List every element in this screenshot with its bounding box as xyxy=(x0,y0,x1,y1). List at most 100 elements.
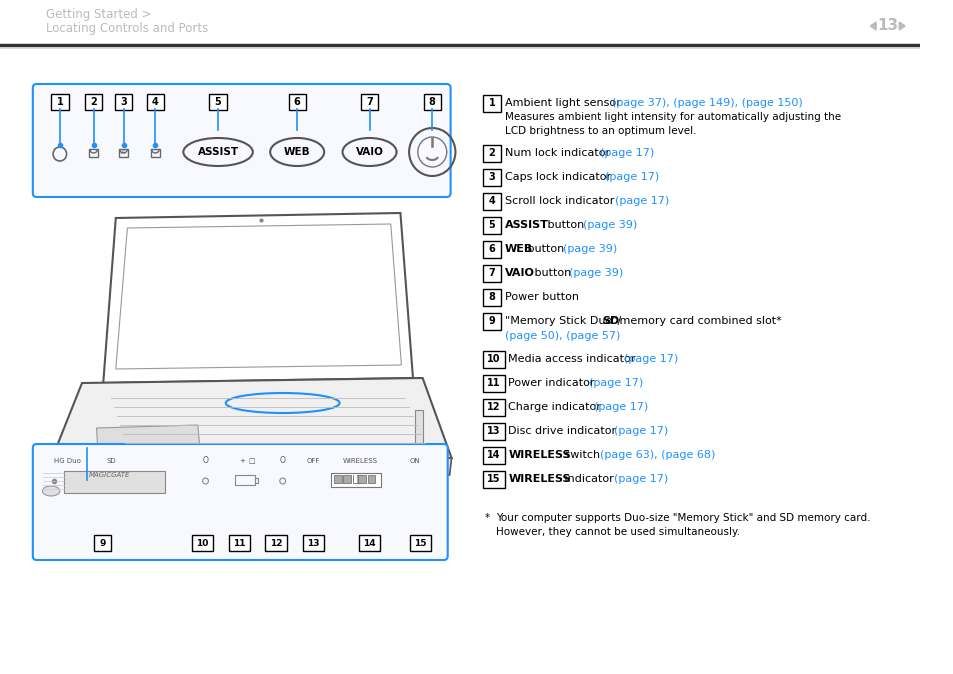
Text: However, they cannot be used simultaneously.: However, they cannot be used simultaneou… xyxy=(496,527,740,537)
Text: (page 17): (page 17) xyxy=(604,172,659,182)
Text: (page 17): (page 17) xyxy=(614,474,668,484)
FancyBboxPatch shape xyxy=(147,94,164,110)
Text: 1: 1 xyxy=(56,97,63,107)
Bar xyxy=(118,149,129,157)
Bar xyxy=(343,475,351,483)
Text: 13: 13 xyxy=(876,18,898,34)
Text: "Memory Stick Duo"/: "Memory Stick Duo"/ xyxy=(504,316,620,326)
Polygon shape xyxy=(899,22,904,30)
Text: (page 17): (page 17) xyxy=(613,426,667,436)
Text: ON: ON xyxy=(409,458,419,464)
Text: 12: 12 xyxy=(487,402,500,412)
Text: WEB: WEB xyxy=(504,244,533,254)
FancyBboxPatch shape xyxy=(482,216,500,233)
FancyBboxPatch shape xyxy=(482,288,500,305)
Text: VAIO: VAIO xyxy=(504,268,534,278)
FancyBboxPatch shape xyxy=(265,535,286,551)
Text: (page 17): (page 17) xyxy=(588,378,642,388)
Text: (page 39): (page 39) xyxy=(569,268,623,278)
Text: A: A xyxy=(121,150,126,156)
FancyBboxPatch shape xyxy=(209,94,227,110)
Text: 4: 4 xyxy=(152,97,158,107)
Text: Charge indicator: Charge indicator xyxy=(508,402,604,412)
FancyBboxPatch shape xyxy=(482,193,500,210)
FancyBboxPatch shape xyxy=(93,535,111,551)
Polygon shape xyxy=(869,22,875,30)
Text: *: * xyxy=(484,513,489,523)
Text: indicator: indicator xyxy=(560,474,617,484)
Text: 5: 5 xyxy=(214,97,221,107)
Bar xyxy=(51,466,193,478)
FancyBboxPatch shape xyxy=(288,94,306,110)
Text: (page 50), (page 57): (page 50), (page 57) xyxy=(504,331,619,341)
FancyBboxPatch shape xyxy=(482,168,500,185)
Text: SD: SD xyxy=(106,458,115,464)
FancyBboxPatch shape xyxy=(32,444,447,560)
Text: ASSIST: ASSIST xyxy=(197,147,238,157)
Text: 11: 11 xyxy=(233,539,245,547)
Text: WIRELESS: WIRELESS xyxy=(342,458,377,464)
FancyBboxPatch shape xyxy=(482,241,500,257)
Text: 11: 11 xyxy=(487,378,500,388)
Text: 6: 6 xyxy=(294,97,300,107)
Ellipse shape xyxy=(43,486,60,496)
Text: (page 39): (page 39) xyxy=(562,244,617,254)
Text: HG Duo: HG Duo xyxy=(54,458,81,464)
FancyBboxPatch shape xyxy=(358,535,379,551)
Text: (page 17): (page 17) xyxy=(615,196,669,206)
Text: Your computer supports Duo-size "Memory Stick" and SD memory card.: Your computer supports Duo-size "Memory … xyxy=(496,513,869,523)
Text: 14: 14 xyxy=(487,450,500,460)
Text: SD: SD xyxy=(601,316,618,326)
Text: VAIO: VAIO xyxy=(355,147,383,157)
Text: WIRELESS: WIRELESS xyxy=(508,474,571,484)
Text: (page 63), (page 68): (page 63), (page 68) xyxy=(598,450,714,460)
Text: button: button xyxy=(524,244,567,254)
Text: (page 37), (page 149), (page 150): (page 37), (page 149), (page 150) xyxy=(611,98,801,108)
Text: 10: 10 xyxy=(487,354,500,364)
Text: 6: 6 xyxy=(488,244,495,254)
Text: 7: 7 xyxy=(488,268,495,278)
Text: button: button xyxy=(530,268,574,278)
Bar xyxy=(367,475,375,483)
Text: 1: 1 xyxy=(488,98,495,108)
Bar xyxy=(89,149,98,157)
FancyBboxPatch shape xyxy=(482,264,500,282)
FancyBboxPatch shape xyxy=(360,94,377,110)
Text: WEB: WEB xyxy=(284,147,310,157)
Text: O: O xyxy=(279,456,285,465)
Bar xyxy=(353,475,360,483)
Text: 3: 3 xyxy=(120,97,127,107)
Text: Scroll lock indicator: Scroll lock indicator xyxy=(504,196,617,206)
FancyBboxPatch shape xyxy=(192,535,213,551)
Text: OFF: OFF xyxy=(307,458,320,464)
Text: 14: 14 xyxy=(363,539,375,547)
Text: Locating Controls and Ports: Locating Controls and Ports xyxy=(47,22,209,35)
Text: (page 17): (page 17) xyxy=(599,148,654,158)
FancyBboxPatch shape xyxy=(482,423,504,439)
FancyBboxPatch shape xyxy=(482,470,504,487)
FancyBboxPatch shape xyxy=(85,94,102,110)
Bar xyxy=(415,410,422,460)
FancyBboxPatch shape xyxy=(410,535,431,551)
Bar xyxy=(334,475,341,483)
Text: switch: switch xyxy=(560,450,603,460)
FancyBboxPatch shape xyxy=(51,94,69,110)
Text: (page 17): (page 17) xyxy=(623,354,678,364)
Text: 9: 9 xyxy=(488,316,495,326)
Text: 2: 2 xyxy=(488,148,495,158)
Text: 12: 12 xyxy=(270,539,282,547)
FancyBboxPatch shape xyxy=(229,535,250,551)
Text: 13: 13 xyxy=(487,426,500,436)
Bar xyxy=(235,475,254,485)
Bar xyxy=(151,149,160,157)
Bar xyxy=(331,473,381,487)
FancyBboxPatch shape xyxy=(482,350,504,367)
Text: (page 17): (page 17) xyxy=(593,402,647,412)
Bar xyxy=(354,475,356,483)
Text: Media access indicator: Media access indicator xyxy=(508,354,639,364)
Text: 7: 7 xyxy=(366,97,373,107)
Text: 3: 3 xyxy=(488,172,495,182)
Text: Getting Started >: Getting Started > xyxy=(47,8,152,21)
Text: □: □ xyxy=(249,458,254,464)
FancyBboxPatch shape xyxy=(482,144,500,162)
